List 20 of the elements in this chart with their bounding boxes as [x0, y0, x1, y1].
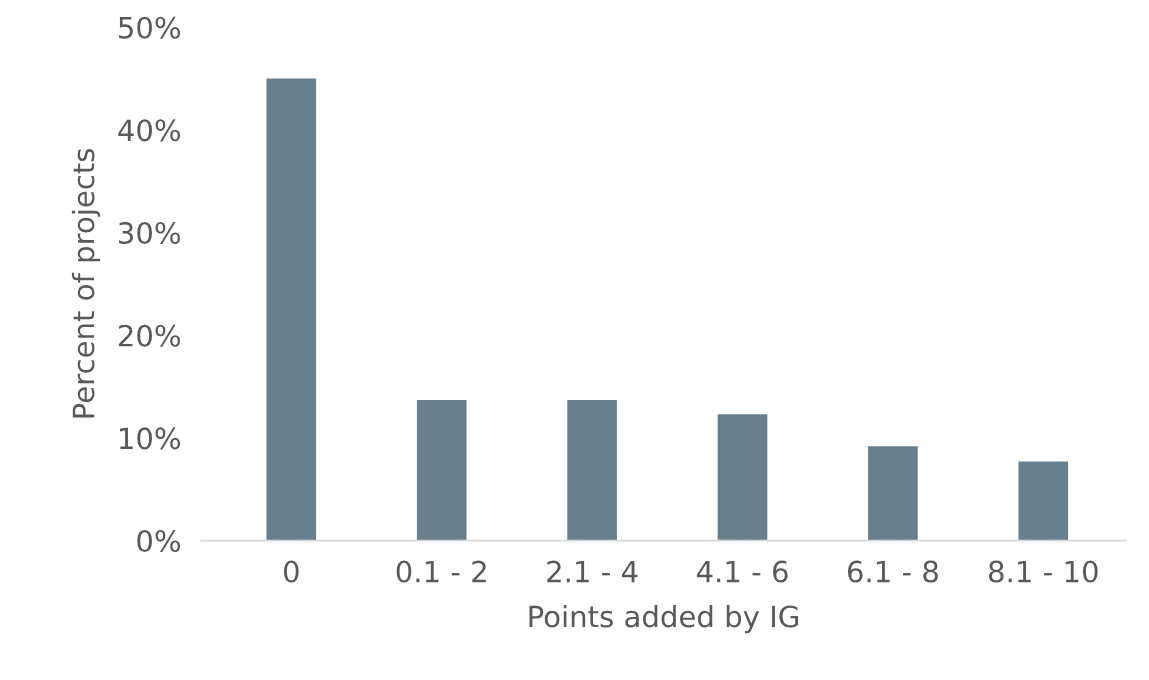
bar — [567, 399, 617, 541]
x-tick-label: 4.1 - 6 — [696, 560, 788, 583]
bar — [416, 399, 467, 541]
bar — [717, 414, 768, 541]
bar — [266, 78, 317, 541]
bar — [1018, 461, 1069, 541]
y-tick-label: 50% — [119, 16, 181, 39]
y-tick-label: 20% — [118, 324, 181, 347]
y-axis-title: Percent of projects — [71, 148, 101, 418]
y-tick-label: 10% — [120, 427, 181, 450]
bar — [868, 446, 918, 541]
x-axis-title: Points added by IG — [529, 604, 799, 634]
y-tick-label: 30% — [119, 221, 181, 245]
x-tick-label: 0 — [283, 560, 299, 583]
x-tick-label: 2.1 - 4 — [547, 560, 638, 583]
y-tick-label: 0% — [137, 530, 181, 553]
x-tick-label: 8.1 - 10 — [989, 560, 1098, 583]
y-tick-label: 40% — [118, 119, 181, 142]
x-tick-label: 0.1 - 2 — [396, 560, 486, 583]
x-tick-label: 6.1 - 8 — [847, 560, 938, 583]
